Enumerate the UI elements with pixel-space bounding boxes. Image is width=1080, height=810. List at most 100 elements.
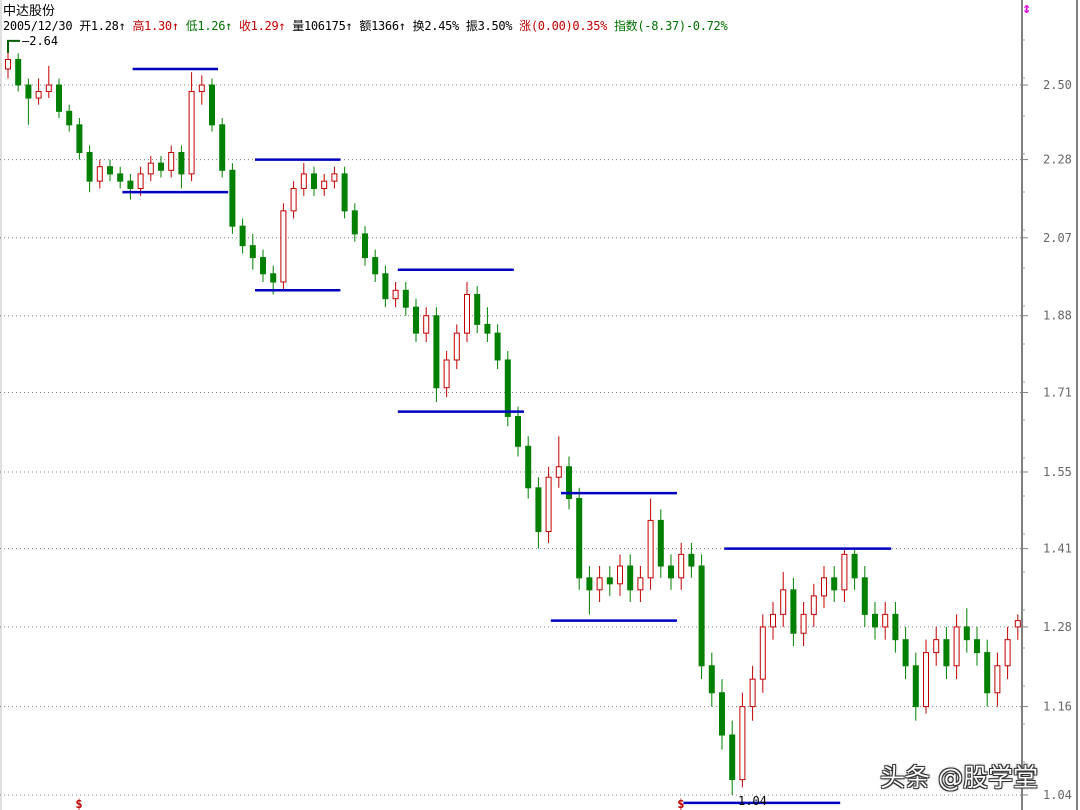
- max-marker: [7, 39, 20, 53]
- quote-turnover: 换2.45%: [412, 19, 460, 33]
- candle-down: [576, 498, 583, 579]
- candle-down: [229, 169, 236, 227]
- candle-down: [606, 577, 613, 585]
- candle-down: [831, 577, 838, 591]
- magenta-updown-arrow-icon: ↕: [1022, 0, 1031, 17]
- candle-down: [270, 273, 277, 283]
- candle-up: [841, 553, 848, 591]
- quote-volume: 量106175↑: [292, 19, 353, 33]
- candle-down: [66, 110, 73, 126]
- candle-up: [810, 595, 817, 615]
- candle-up: [331, 173, 338, 182]
- candle-down: [494, 332, 501, 361]
- quote-close: 收1.29↑: [238, 19, 286, 33]
- candle-up: [198, 84, 205, 93]
- candle-down: [688, 553, 695, 567]
- candle-up: [423, 315, 430, 334]
- candle-down: [708, 665, 715, 694]
- candle-up: [45, 84, 52, 93]
- candle-down: [86, 151, 93, 182]
- candle-down: [260, 257, 266, 275]
- candle-up: [933, 639, 940, 654]
- candle-down: [861, 577, 868, 615]
- min-price-label: 1.04: [738, 794, 767, 808]
- candle-up: [443, 359, 450, 389]
- y-tick-label: 2.28: [1043, 153, 1072, 167]
- candle-down: [402, 289, 409, 308]
- y-tick-label: 1.16: [1043, 700, 1072, 714]
- candle-up: [994, 665, 1001, 694]
- candle-up: [780, 589, 787, 615]
- candle-down: [566, 466, 572, 500]
- quote-high: 高1.30↑: [132, 19, 179, 33]
- candle-down: [382, 273, 389, 300]
- y-tick-label: 1.28: [1043, 620, 1072, 634]
- candle-up: [392, 289, 399, 300]
- candle-up: [464, 293, 470, 334]
- candle-down: [311, 173, 317, 189]
- candle-down: [974, 639, 980, 654]
- candle-down: [249, 245, 256, 259]
- y-tick-label: 2.50: [1043, 78, 1072, 92]
- candle-down: [413, 306, 419, 334]
- max-price-label: —2.64: [22, 34, 58, 48]
- quote-amount: 额1366↑: [359, 19, 406, 33]
- candle-down: [504, 359, 511, 417]
- candle-up: [882, 613, 889, 628]
- stock-name: 中达股份: [3, 4, 56, 19]
- candle-down: [219, 124, 226, 171]
- candle-up: [188, 91, 195, 175]
- candle-down: [657, 519, 664, 567]
- candle-down: [943, 639, 950, 667]
- candle-down: [719, 692, 725, 736]
- quote-index: 指数(-8.37)-0.72%: [613, 19, 728, 33]
- candle-down: [178, 151, 185, 175]
- candle-up: [596, 577, 603, 591]
- candle-down: [362, 233, 368, 259]
- candle-up: [168, 151, 175, 171]
- candle-down: [107, 166, 113, 175]
- quote-open: 开1.28↑: [79, 19, 126, 33]
- y-tick-label: 2.07: [1043, 231, 1072, 245]
- candle-down: [484, 323, 491, 334]
- candle-up: [678, 553, 685, 579]
- candle-up: [555, 466, 562, 478]
- candle-up: [1014, 620, 1021, 628]
- candle-down: [341, 173, 348, 212]
- candle-down: [902, 639, 909, 667]
- candle-down: [25, 84, 32, 99]
- quote-change: 涨(0.00)0.35%: [519, 19, 608, 33]
- candle-down: [627, 565, 634, 591]
- candle-down: [372, 257, 379, 275]
- candle-down: [872, 613, 878, 628]
- candle-down: [851, 553, 858, 579]
- candle-up: [749, 678, 756, 708]
- candle-down: [15, 59, 22, 86]
- candle-up: [923, 652, 929, 708]
- candle-up: [800, 613, 807, 634]
- candle-up: [300, 173, 307, 189]
- candle-down: [586, 577, 593, 591]
- candle-down: [525, 445, 532, 489]
- y-tick-label: 1.71: [1043, 385, 1072, 399]
- candle-down: [790, 589, 797, 634]
- candle-up: [545, 476, 552, 533]
- dollar-marker-icon: $: [677, 797, 684, 810]
- candle-up: [280, 210, 287, 283]
- watermark: 头条 @股学堂: [880, 763, 1038, 792]
- y-tick-label: 1.88: [1043, 309, 1072, 323]
- candle-up: [821, 577, 827, 597]
- candle-down: [474, 293, 481, 325]
- candle-down: [892, 613, 899, 641]
- candle-down: [158, 162, 164, 171]
- candle-down: [209, 84, 215, 126]
- candle-up: [759, 626, 766, 680]
- candle-down: [56, 84, 62, 112]
- candle-down: [515, 415, 521, 447]
- candle-up: [96, 166, 103, 182]
- dollar-marker-icon: $: [75, 797, 82, 810]
- y-tick-label: 1.41: [1043, 542, 1072, 556]
- candle-up: [35, 91, 42, 99]
